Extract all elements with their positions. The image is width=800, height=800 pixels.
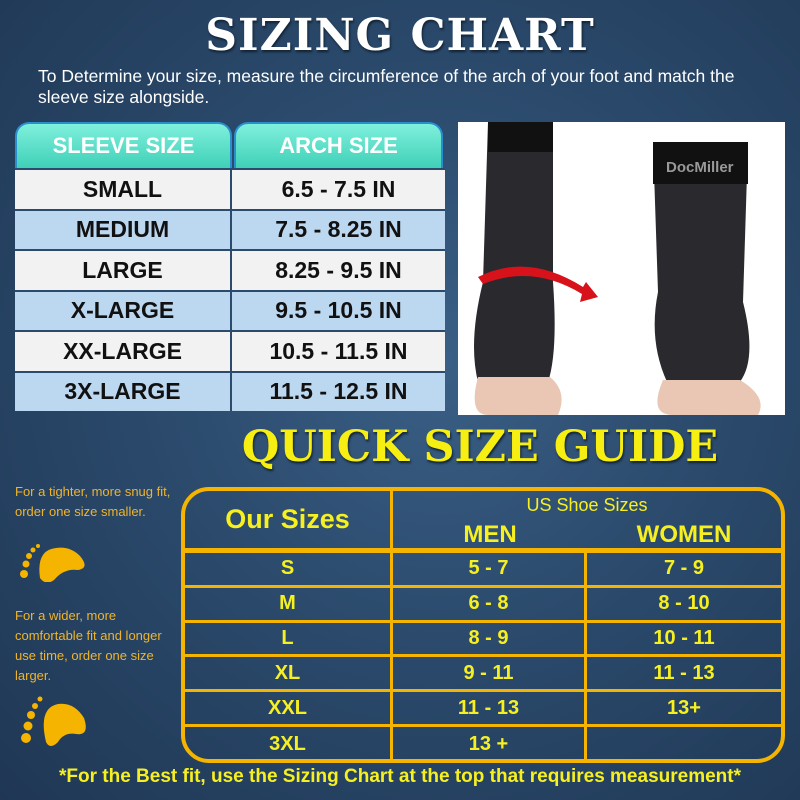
our-size-cell: L <box>185 622 393 655</box>
quick-table-header: Our Sizes US Shoe Sizes MEN WOMEN <box>185 491 781 553</box>
arch-size-cell: 8.25 - 9.5 IN <box>275 256 402 283</box>
men-size-cell: 8 - 9 <box>393 622 587 655</box>
our-size-cell: M <box>185 587 393 620</box>
our-size-cell: XXL <box>185 692 393 724</box>
footprint-icon <box>20 544 85 582</box>
header-sleeve-size: SLEEVE SIZE <box>15 122 232 168</box>
arch-size-cell: 6.5 - 7.5 IN <box>281 175 396 202</box>
arch-size-cell: 11.5 - 12.5 IN <box>269 378 408 405</box>
our-size-cell: 3XL <box>185 726 393 759</box>
brand-logo-text: DocMiller <box>666 159 734 176</box>
sizing-table: SLEEVE SIZE ARCH SIZE SMALL 6.5 - 7.5 IN M… <box>15 122 445 411</box>
women-size-cell: 8 - 10 <box>658 592 710 615</box>
footer-note: *For the Best fit, use the Sizing Chart … <box>58 766 741 787</box>
men-size-cell: 6 - 8 <box>393 587 587 620</box>
header-women: WOMEN <box>636 521 732 548</box>
table-row: 3X-LARGE 11.5 - 12.5 IN <box>15 370 445 411</box>
sizing-table-header: SLEEVE SIZE ARCH SIZE <box>15 122 445 168</box>
sleeve-size-cell: SMALL <box>15 170 232 209</box>
women-size-cell: 13+ <box>667 696 701 719</box>
table-row: MEDIUM 7.5 - 8.25 IN <box>15 208 445 249</box>
header-arch-size: ARCH SIZE <box>234 122 443 168</box>
table-row: LARGE 8.25 - 9.5 IN <box>15 249 445 290</box>
our-size-cell: S <box>185 553 393 585</box>
men-size-cell: 5 - 7 <box>393 553 587 585</box>
sleeve-size-cell: 3X-LARGE <box>15 372 232 411</box>
sleeve-size-cell: X-LARGE <box>15 291 232 330</box>
arch-size-cell: 7.5 - 8.25 IN <box>275 216 402 243</box>
tip-smaller: For a tighter, more snug fit, order one … <box>15 484 171 519</box>
women-size-cell: 10 - 11 <box>653 626 715 649</box>
product-photo: DocMiller <box>458 122 785 415</box>
header-us-shoe-sizes: US Shoe Sizes <box>526 495 648 515</box>
table-row: XXL 11 - 13 13+ <box>185 692 781 727</box>
women-size-cell: 11 - 13 <box>653 661 715 684</box>
arch-size-cell: 9.5 - 10.5 IN <box>275 297 402 324</box>
page-title: SIZING CHART <box>205 10 595 61</box>
table-row: XX-LARGE 10.5 - 11.5 IN <box>15 330 445 371</box>
sleeve-size-cell: MEDIUM <box>15 210 232 249</box>
our-size-cell: XL <box>185 657 393 690</box>
curved-arrow-icon <box>478 266 598 302</box>
footprint-icon <box>21 696 86 746</box>
header-our-sizes: Our Sizes <box>185 491 393 548</box>
table-row: 3XL 13 + <box>185 726 781 759</box>
sleeve-size-cell: XX-LARGE <box>15 332 232 371</box>
quick-guide-title: QUICK SIZE GUIDE <box>241 422 719 472</box>
header-men: MEN <box>463 521 517 548</box>
men-size-cell: 9 - 11 <box>393 657 587 690</box>
tip-larger: For a wider, more comfortable fit and lo… <box>15 608 162 683</box>
women-size-cell <box>587 727 781 759</box>
intro-text: To Determine your size, measure the circ… <box>38 66 735 107</box>
table-row: SMALL 6.5 - 7.5 IN <box>15 168 445 209</box>
men-size-cell: 11 - 13 <box>393 692 587 724</box>
sleeve-size-cell: LARGE <box>15 251 232 290</box>
arch-size-cell: 10.5 - 11.5 IN <box>269 337 408 364</box>
women-size-cell: 7 - 9 <box>663 557 705 580</box>
table-row: X-LARGE 9.5 - 10.5 IN <box>15 289 445 330</box>
men-size-cell: 13 + <box>393 726 587 759</box>
table-row: XL 9 - 11 11 - 13 <box>185 657 781 693</box>
